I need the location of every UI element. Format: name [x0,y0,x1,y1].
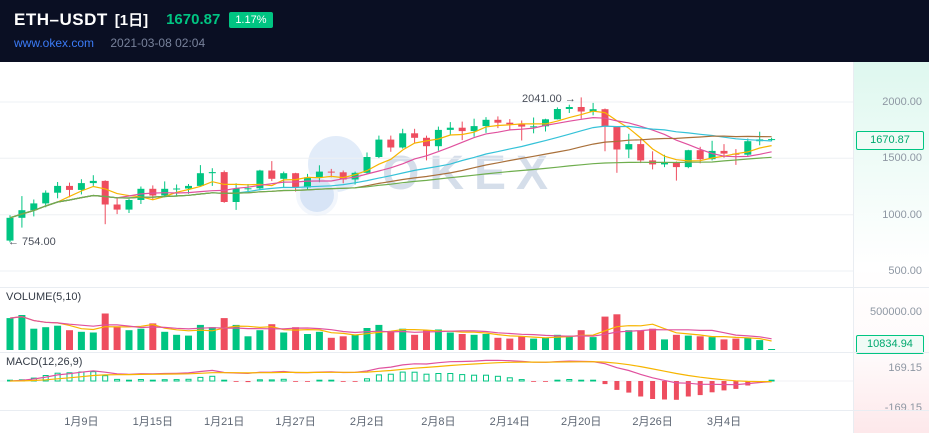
interval-label: [1日] [114,12,149,29]
high-annotation: 2041.00 → [522,93,576,105]
pane-divider [0,410,929,411]
date-axis: 1月9日 1月15日 1月21日 1月27日 2月2日 2月8日 2月14日 2月20日 2月2… [0,413,853,431]
low-annotation: ← 754.00 [8,236,56,248]
date-label: 2月2日 [349,416,385,428]
timestamp: 2021-03-08 02:04 [110,36,206,50]
macd-chart[interactable] [0,352,853,410]
right-price-axis: 2000.00 1500.00 1000.00 500.00 1670.87 5… [854,62,929,433]
date-label: 2月14日 [489,416,530,428]
last-price: 1670.87 [166,11,221,28]
header-bar: ETH–USDT [1日] 1670.87 1.17% www.okex.com… [0,0,929,62]
date-label: 1月27日 [275,416,316,428]
price-chart[interactable] [0,62,853,287]
header-title-row: ETH–USDT [1日] 1670.87 1.17% [0,0,929,30]
date-label: 2月8日 [421,416,456,428]
axis-divider [853,62,854,433]
current-price-tag: 1670.87 [856,131,924,150]
change-percent-badge: 1.17% [229,11,273,28]
price-axis-label: 500.00 [888,265,922,277]
date-label: 1月9日 [64,416,99,428]
date-label: 1月21日 [204,416,245,428]
site-link[interactable]: www.okex.com [14,36,95,50]
macd-pane-title: MACD(12,26,9) [6,356,83,368]
volume-pane-title: VOLUME(5,10) [6,291,82,303]
pane-divider [0,287,929,288]
date-label: 2月20日 [561,416,602,428]
volume-chart[interactable] [0,287,853,352]
price-axis-label: 1500.00 [882,152,922,164]
price-axis-label: 1000.00 [882,209,922,221]
date-label: 2月26日 [632,416,673,428]
current-volume-tag: 10834.94 [856,335,924,354]
symbol-title: ETH–USDT [14,9,108,29]
watermark-text: OKEX [382,146,559,200]
date-label: 1月15日 [132,416,173,428]
price-axis-label: 2000.00 [882,96,922,108]
macd-axis-max-label: 169.15 [888,362,922,374]
pane-divider [0,352,929,353]
macd-axis-min-label: -169.15 [884,402,922,414]
header-meta-row: www.okex.com 2021-03-08 02:04 [0,30,929,50]
date-label: 3月4日 [706,416,742,428]
volume-axis-label: 500000.00 [870,306,922,318]
